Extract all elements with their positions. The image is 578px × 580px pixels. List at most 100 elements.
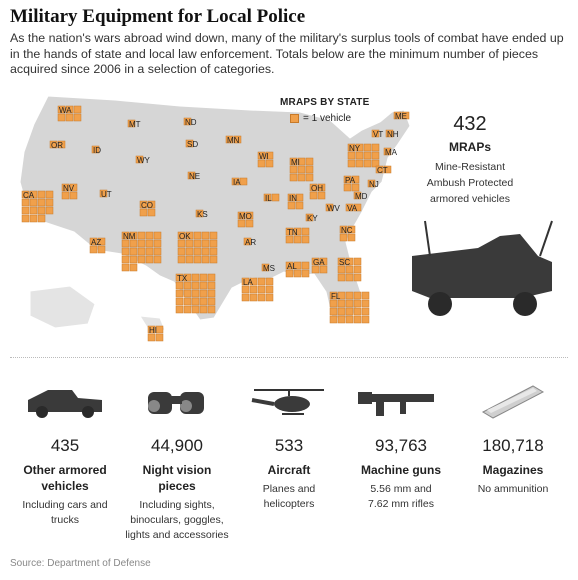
mrap-block-ca: [29, 206, 38, 215]
mrap-block-tx: [183, 273, 192, 282]
mrap-block-fl: [337, 307, 346, 316]
mrap-block-va: [345, 203, 354, 212]
mrap-antenna: [424, 220, 431, 257]
state-label-il: IL: [265, 194, 272, 203]
mrap-block-ca: [29, 190, 38, 199]
mrap-wheel: [428, 292, 452, 316]
mrap-block-fl: [337, 299, 346, 308]
category-armored-vehicles: 435 Other armored vehicles Including car…: [10, 372, 120, 528]
mrap-block-co: [147, 200, 156, 209]
state-label-ma: MA: [385, 148, 398, 157]
mrap-block-ca: [21, 214, 30, 223]
state-label-ks: KS: [197, 210, 208, 219]
state-label-nm: NM: [123, 232, 136, 241]
mrap-block-ok: [185, 239, 194, 248]
mrap-block-mo: [237, 219, 246, 228]
mrap-block-ms: [261, 263, 270, 272]
mrap-block-in: [295, 193, 304, 202]
mrap-wheel: [513, 292, 537, 316]
mrap-block-tx: [199, 281, 208, 290]
mrap-block-pa: [351, 183, 360, 192]
mrap-block-ca: [21, 198, 30, 207]
map-legend: MRAPS BY STATE = 1 vehicle: [280, 97, 369, 124]
mrap-block-fl: [329, 315, 338, 324]
mrap-block-wa: [57, 113, 66, 122]
mrap-block-ok: [193, 255, 202, 264]
state-label-wy: WY: [137, 156, 151, 165]
mrap-block-mo: [245, 211, 254, 220]
mrap-block-sc: [353, 257, 362, 266]
mrap-block-ky: [305, 213, 314, 222]
state-label-oh: OH: [311, 184, 323, 193]
mrap-block-nm: [129, 255, 138, 264]
mrap-block-al: [301, 261, 310, 270]
label-line: Other armored: [23, 463, 107, 477]
mrap-block-sc: [353, 273, 362, 282]
state-label-wa: WA: [59, 106, 72, 115]
mrap-block-la: [241, 277, 250, 286]
mrap-block-ny: [355, 159, 364, 168]
category-value: 93,763: [375, 436, 427, 455]
mrap-block-tx: [207, 273, 216, 282]
mrap-block-la: [249, 285, 258, 294]
state-label-nd: ND: [185, 118, 197, 127]
label-line: Night vision: [142, 463, 212, 477]
mrap-block-ia: [231, 177, 240, 186]
mrap-block-ut: [99, 189, 108, 198]
mrap-block-nm: [145, 239, 154, 248]
mrap-block-ca: [37, 198, 46, 207]
mrap-block-tx: [207, 305, 216, 314]
legend-swatch: [290, 114, 299, 123]
mrap-block-tn: [285, 235, 294, 244]
mrap-block-ok: [193, 247, 202, 256]
mrap-block-nm: [153, 247, 162, 256]
mraps-value: 432: [453, 113, 487, 135]
mrap-block-nm: [145, 247, 154, 256]
mrap-block-wi: [257, 159, 266, 168]
mrap-block-ar: [243, 237, 252, 246]
mrap-block-in: [287, 201, 296, 210]
mrap-block-ok: [177, 239, 186, 248]
magazine-icon: [458, 372, 568, 432]
mrap-block-hi: [147, 325, 156, 334]
mrap-block-mi: [297, 157, 306, 166]
mrap-block-tx: [191, 281, 200, 290]
mrap-block-tx: [183, 289, 192, 298]
mrap-block-la: [241, 285, 250, 294]
category-value: 533: [274, 436, 304, 455]
desc-line: lights and accessories: [125, 529, 229, 541]
mrap-block-vt: [371, 129, 380, 138]
mrap-block-ca: [37, 206, 46, 215]
mrap-block-ia: [239, 177, 248, 186]
desc-line: Including sights,: [139, 499, 215, 511]
mrap-block-oh: [309, 183, 318, 192]
mrap-block-al: [285, 261, 294, 270]
mrap-block-ok: [193, 231, 202, 240]
mrap-block-sc: [353, 265, 362, 274]
mraps-desc-line: Ambush Protected: [426, 177, 514, 189]
mrap-block-tx: [183, 305, 192, 314]
mrap-block-al: [293, 269, 302, 278]
mrap-vehicle-icon: [412, 234, 552, 298]
state-label-ut: UT: [101, 190, 112, 199]
mrap-block-ks: [195, 209, 204, 218]
mrap-block-wi: [265, 151, 274, 160]
category-aircraft: 533 Aircraft Planes and helicopters: [234, 372, 344, 512]
mrap-block-ny: [347, 143, 356, 152]
mrap-block-tx: [199, 297, 208, 306]
state-label-ca: CA: [23, 191, 35, 200]
mrap-block-tx: [175, 305, 184, 314]
category-description: Planes and helicopters: [234, 482, 344, 512]
mrap-antenna: [539, 220, 553, 257]
category-label: Other armored vehicles: [10, 462, 120, 494]
state-label-la: LA: [243, 278, 253, 287]
category-description: No ammunition: [458, 482, 568, 497]
mrap-block-in: [295, 201, 304, 210]
mrap-block-va: [353, 203, 362, 212]
mrap-block-ca: [37, 190, 46, 199]
state-label-fl: FL: [331, 292, 341, 301]
mrap-block-mn: [233, 135, 242, 144]
state-label-mi: MI: [291, 158, 300, 167]
state-label-mn: MN: [227, 136, 240, 145]
mrap-block-nm: [145, 255, 154, 264]
